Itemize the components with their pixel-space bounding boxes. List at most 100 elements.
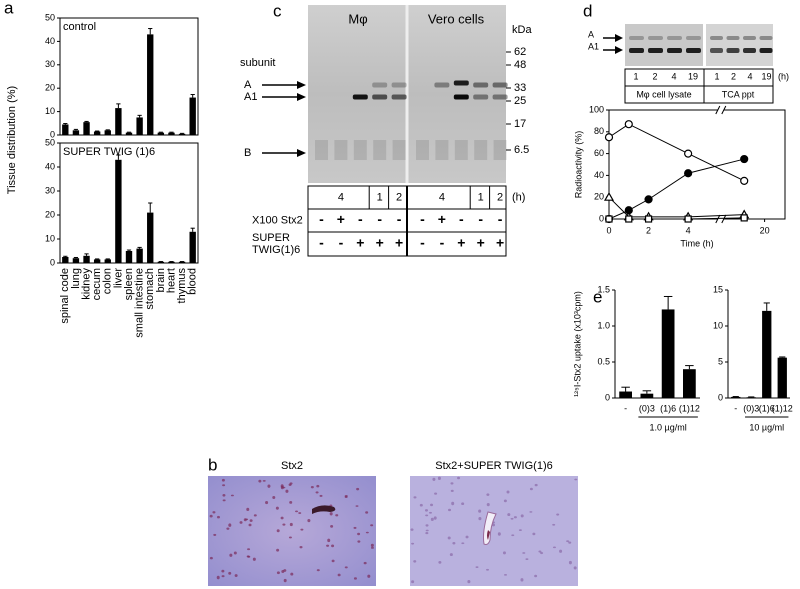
cell-nucleus <box>262 480 266 482</box>
arrow-head <box>615 46 623 54</box>
cell-nucleus <box>265 501 269 505</box>
cell-nucleus <box>300 528 304 531</box>
tissue-texture <box>209 476 578 584</box>
cell-nucleus <box>222 494 226 497</box>
gel-band <box>726 48 740 53</box>
cell-nucleus <box>432 477 436 481</box>
bar <box>72 130 80 135</box>
time-unit: (h) <box>512 191 525 203</box>
y-tick-label: 1.0 <box>597 320 610 330</box>
x-tick-label: stomach <box>144 268 156 310</box>
bar <box>83 255 90 263</box>
cell-nucleus <box>299 545 303 549</box>
row-cell: - <box>498 211 503 227</box>
gel-smear <box>334 140 348 160</box>
y-tick-label: 40 <box>594 170 604 180</box>
subunit-label: subunit <box>240 57 275 69</box>
time-cell: 2 <box>396 191 402 203</box>
x-tick-label: 0 <box>606 225 611 235</box>
marker-label: 33 <box>514 82 526 94</box>
gel-band <box>667 36 682 40</box>
error-bar <box>73 128 79 131</box>
gel-band <box>743 48 756 53</box>
y-tick-label: 5 <box>718 356 723 366</box>
marker-label: 17 <box>514 118 526 130</box>
band-label: A1 <box>588 41 599 51</box>
error-bar <box>779 356 786 358</box>
y-tick-label: 0 <box>605 392 610 402</box>
marker <box>684 215 692 223</box>
cell-nucleus <box>335 514 339 517</box>
cell-nucleus <box>230 494 234 497</box>
error-bar <box>763 302 770 311</box>
error-bar <box>84 120 89 123</box>
cell-nucleus <box>573 566 577 570</box>
cell-nucleus <box>252 557 256 561</box>
cell-nucleus <box>283 578 287 583</box>
gel-group: Vero cells <box>428 11 485 26</box>
row-cell: - <box>420 235 425 251</box>
cell-nucleus <box>410 528 414 531</box>
cell-nucleus <box>209 514 213 518</box>
error-bar <box>190 94 195 98</box>
cell-nucleus <box>503 499 507 503</box>
cell-nucleus <box>331 559 335 563</box>
y-tick-label: 1.5 <box>597 284 610 294</box>
cell-nucleus <box>289 522 293 527</box>
cell-nucleus <box>363 561 367 565</box>
gel-band <box>391 82 407 88</box>
y-tick-label: 50 <box>45 12 55 22</box>
arrow-head <box>297 81 306 89</box>
plot-frame <box>608 109 786 220</box>
error-bar <box>663 295 673 310</box>
gel-band <box>629 36 644 40</box>
gel-image <box>706 24 773 66</box>
cell-nucleus <box>247 548 251 551</box>
x-tick-label: (1)6 <box>759 403 775 413</box>
cell-nucleus <box>315 491 319 494</box>
cell-nucleus <box>552 546 556 549</box>
histology-image <box>410 476 578 586</box>
cell-nucleus <box>245 518 249 521</box>
row-cell: + <box>477 235 485 251</box>
cell-nucleus <box>228 523 232 527</box>
bar <box>115 108 122 135</box>
x-tick-label: cecum <box>91 268 103 300</box>
cell-nucleus <box>307 519 311 523</box>
cell-nucleus <box>221 575 225 578</box>
cell-nucleus <box>276 529 280 533</box>
gel-band <box>492 82 508 88</box>
row-cell: + <box>496 235 504 251</box>
cell-nucleus <box>513 516 517 519</box>
histology-title: Stx2 <box>281 460 303 472</box>
gel-group: Mφ <box>348 11 367 26</box>
cell-nucleus <box>478 509 482 513</box>
x-tick-label: (1)6 <box>660 403 676 413</box>
cell-nucleus <box>353 577 357 580</box>
cell-nucleus <box>326 544 330 547</box>
row-cell: + <box>356 235 364 251</box>
cell-nucleus <box>478 517 482 521</box>
cell-nucleus <box>486 493 490 496</box>
cell-nucleus <box>246 555 250 558</box>
gel-smear <box>474 140 488 160</box>
marker <box>740 214 748 222</box>
cell-nucleus <box>497 532 501 536</box>
cell-nucleus <box>552 523 556 526</box>
cell-nucleus <box>450 489 454 493</box>
x-tick-label: lung <box>70 268 82 289</box>
row-cell: - <box>478 211 483 227</box>
cell-nucleus <box>228 571 232 575</box>
cell-nucleus <box>357 532 361 536</box>
cell-nucleus <box>329 512 333 516</box>
cell-nucleus <box>520 514 524 518</box>
lane-label: 4 <box>747 71 752 81</box>
cell-nucleus <box>221 478 225 482</box>
y-tick-label: 0 <box>718 392 723 402</box>
histology-title: Stx2+SUPER TWIG(1)6 <box>435 460 552 472</box>
x-tick-label: liver <box>112 268 124 289</box>
cell-nucleus <box>310 485 314 489</box>
cell-nucleus <box>275 506 279 510</box>
lane-label: 19 <box>688 71 698 81</box>
